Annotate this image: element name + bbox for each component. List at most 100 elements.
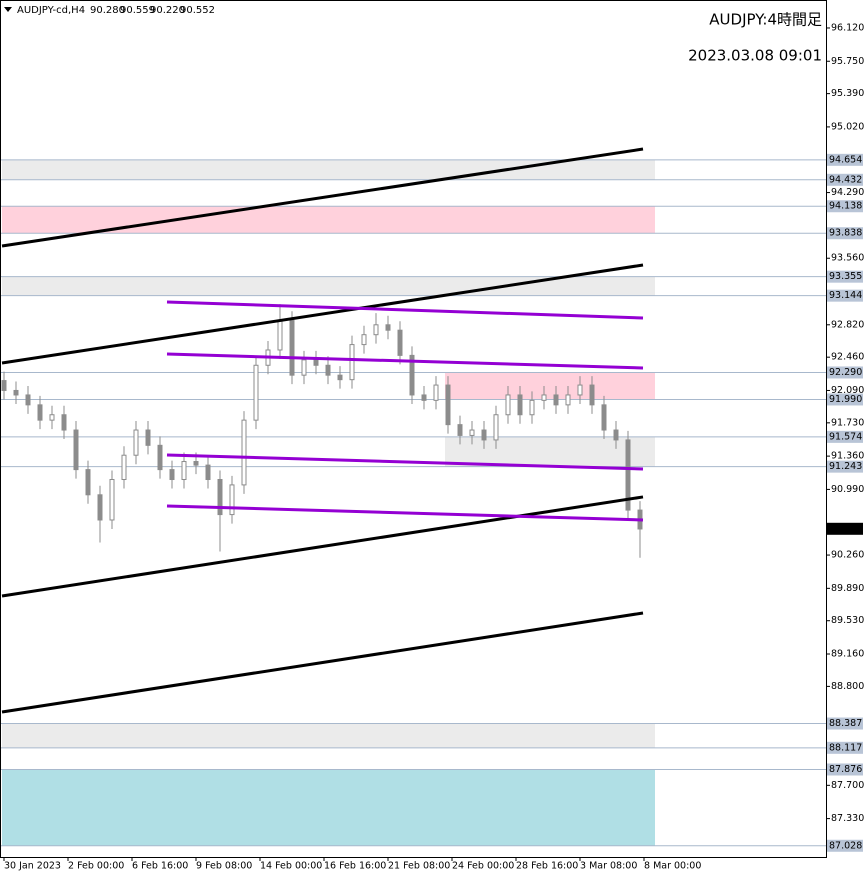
annotation: 2023.03.08 09:01 xyxy=(688,47,822,65)
candle-body xyxy=(25,394,31,406)
candle-body xyxy=(469,429,475,436)
trend-line xyxy=(166,300,644,320)
ohlc-high: 90.559 xyxy=(120,5,155,16)
y-tick-label: 90.990 xyxy=(831,484,864,495)
candle-body xyxy=(157,444,163,471)
candle-body xyxy=(301,359,307,376)
candle-body xyxy=(277,319,283,351)
candle-body xyxy=(433,384,439,401)
level-tag xyxy=(827,839,863,852)
zone xyxy=(445,372,655,400)
level-label: 92.290 xyxy=(829,367,862,378)
level-tag xyxy=(827,430,863,443)
x-tick-label: 6 Feb 16:00 xyxy=(132,861,188,872)
candle-body xyxy=(613,429,619,441)
candle-body xyxy=(13,389,19,396)
candle-body xyxy=(325,364,331,376)
candle-body xyxy=(625,439,631,511)
x-tick-label: 30 Jan 2023 xyxy=(4,861,61,872)
level-tag xyxy=(827,393,863,406)
candle-body xyxy=(373,324,379,336)
symbol: AUDJPY-cd,H4 xyxy=(17,5,85,16)
candle-body xyxy=(181,461,187,481)
level-tag xyxy=(827,717,863,730)
candle-body xyxy=(229,484,235,516)
level-label: 94.138 xyxy=(829,201,862,212)
candle-body xyxy=(49,414,55,421)
level-label: 94.654 xyxy=(829,154,862,165)
x-tick-label: 21 Feb 08:00 xyxy=(388,861,450,872)
candle-body xyxy=(313,359,319,366)
level-tag xyxy=(827,200,863,213)
candle-body xyxy=(121,454,127,481)
level-tag xyxy=(827,460,863,473)
candle-body xyxy=(385,324,391,331)
x-tick-label: 3 Mar 08:00 xyxy=(580,861,637,872)
y-tick-label: 94.290 xyxy=(831,187,864,198)
zone xyxy=(2,276,655,296)
y-tick-label: 92.090 xyxy=(831,385,864,396)
level-label: 88.117 xyxy=(829,742,862,753)
candle-body xyxy=(529,399,535,416)
level-label: 91.574 xyxy=(829,431,862,442)
ohlc-open: 90.280 xyxy=(90,5,125,16)
y-tick-label: 92.820 xyxy=(831,319,864,330)
candle-body xyxy=(61,414,67,431)
candle-body xyxy=(493,414,499,441)
candle-body xyxy=(397,329,403,356)
candle-body xyxy=(241,419,247,486)
y-tick-label: 87.330 xyxy=(831,813,864,824)
level-label: 87.028 xyxy=(829,840,862,851)
candle-body xyxy=(85,469,91,496)
level-label: 87.876 xyxy=(829,764,862,775)
candle-body xyxy=(457,424,463,436)
y-tick-label: 91.360 xyxy=(831,451,864,462)
y-tick-label: 89.530 xyxy=(831,615,864,626)
y-tick-label: 95.750 xyxy=(831,56,864,67)
ohlc-close: 90.552 xyxy=(180,5,215,16)
x-tick-label: 9 Feb 08:00 xyxy=(196,861,252,872)
plot-frame xyxy=(0,0,827,858)
level-label: 91.990 xyxy=(829,394,862,405)
level-tag xyxy=(827,153,863,166)
y-tick-label: 96.120 xyxy=(831,22,864,33)
candle-body xyxy=(361,334,367,346)
x-tick-label: 14 Feb 00:00 xyxy=(260,861,322,872)
x-tick-label: 16 Feb 16:00 xyxy=(324,861,386,872)
candle-body xyxy=(541,394,547,401)
trend-line xyxy=(1,263,644,365)
x-tick-label: 8 Mar 00:00 xyxy=(644,861,701,872)
candle-body xyxy=(409,354,415,396)
trend-line xyxy=(166,504,644,522)
trend-line xyxy=(166,352,644,370)
level-label: 88.387 xyxy=(829,718,862,729)
candle-body xyxy=(1,380,7,391)
candle-body xyxy=(337,374,343,381)
y-tick-label: 89.890 xyxy=(831,583,864,594)
trend-line xyxy=(1,611,644,714)
level-label: 93.355 xyxy=(829,271,862,282)
level-label: 93.838 xyxy=(829,228,862,239)
candle-body xyxy=(289,319,295,376)
current-price: 90.552 xyxy=(829,523,862,534)
y-tick-label: 91.730 xyxy=(831,417,864,428)
candle-body xyxy=(601,404,607,431)
trend-line xyxy=(166,453,644,471)
candle-body xyxy=(217,479,223,516)
level-tag xyxy=(827,270,863,283)
candle-body xyxy=(349,344,355,381)
candle-body xyxy=(253,364,259,421)
x-tick-label: 2 Feb 00:00 xyxy=(68,861,124,872)
level-tag xyxy=(827,289,863,302)
candle-body xyxy=(445,384,451,426)
y-tick-label: 95.020 xyxy=(831,121,864,132)
candle-body xyxy=(553,394,559,406)
level-tag xyxy=(827,763,863,776)
y-tick-label: 88.800 xyxy=(831,681,864,692)
candle-body xyxy=(205,464,211,481)
level-tag xyxy=(827,366,863,379)
price-tag xyxy=(827,522,863,535)
